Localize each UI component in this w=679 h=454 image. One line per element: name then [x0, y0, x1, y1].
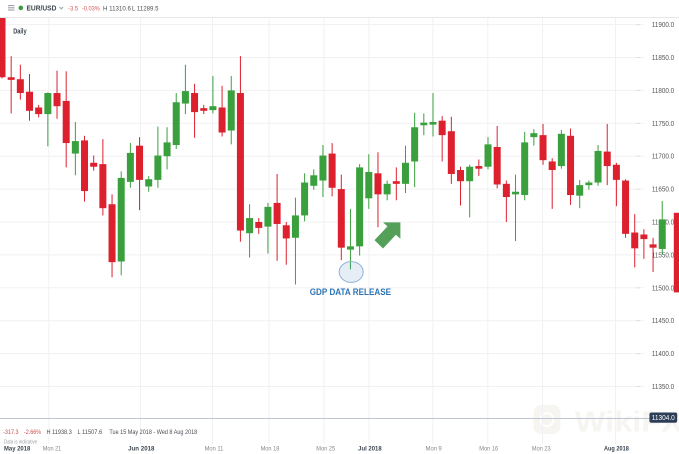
svg-text:11850.0: 11850.0 — [652, 55, 674, 62]
svg-text:11700.0: 11700.0 — [652, 154, 674, 161]
svg-text:11350.0: 11350.0 — [652, 384, 674, 391]
svg-text:11304.0: 11304.0 — [652, 415, 675, 422]
svg-text:Mon 21: Mon 21 — [43, 445, 62, 452]
svg-text:11650.0: 11650.0 — [652, 187, 674, 194]
svg-text:11550.0: 11550.0 — [652, 252, 674, 259]
svg-text:EUR/USD: EUR/USD — [27, 4, 57, 13]
svg-text:-2.66%: -2.66% — [24, 429, 41, 436]
svg-text:11800.0: 11800.0 — [652, 88, 674, 95]
svg-text:Aug 2018: Aug 2018 — [604, 445, 629, 452]
svg-text:Mon 23: Mon 23 — [532, 445, 551, 452]
svg-text:Data is indicative: Data is indicative — [4, 439, 37, 445]
svg-text:Daily: Daily — [13, 29, 27, 36]
svg-text:GDP DATA RELEASE: GDP DATA RELEASE — [310, 286, 391, 297]
svg-text:Tue 15 May 2018 - Wed 8 Aug 20: Tue 15 May 2018 - Wed 8 Aug 2018 — [109, 429, 197, 436]
svg-text:-3.5: -3.5 — [68, 5, 78, 12]
svg-text:L 11289.5: L 11289.5 — [132, 5, 159, 12]
svg-text:-317.3: -317.3 — [3, 429, 19, 436]
svg-text:Mon 11: Mon 11 — [205, 445, 224, 452]
svg-text:L 11507.6: L 11507.6 — [78, 429, 103, 436]
svg-text:11750.0: 11750.0 — [652, 121, 674, 128]
svg-text:Mon 9: Mon 9 — [426, 445, 442, 452]
svg-text:Mon 25: Mon 25 — [316, 445, 335, 452]
svg-text:H 11310.6: H 11310.6 — [103, 5, 131, 12]
svg-text:11900.0: 11900.0 — [652, 22, 674, 29]
svg-text:11500.0: 11500.0 — [652, 285, 674, 292]
svg-text:-0.03%: -0.03% — [82, 5, 100, 12]
svg-text:11450.0: 11450.0 — [652, 318, 674, 325]
svg-text:Mon 16: Mon 16 — [479, 445, 498, 452]
svg-text:Jul 2018: Jul 2018 — [358, 445, 382, 452]
svg-text:Jun 2018: Jun 2018 — [128, 445, 154, 452]
svg-text:H 11938.3: H 11938.3 — [47, 429, 73, 436]
svg-text:Mon 18: Mon 18 — [261, 445, 280, 452]
svg-text:11400.0: 11400.0 — [652, 351, 674, 358]
svg-text:May 2018: May 2018 — [4, 445, 30, 452]
